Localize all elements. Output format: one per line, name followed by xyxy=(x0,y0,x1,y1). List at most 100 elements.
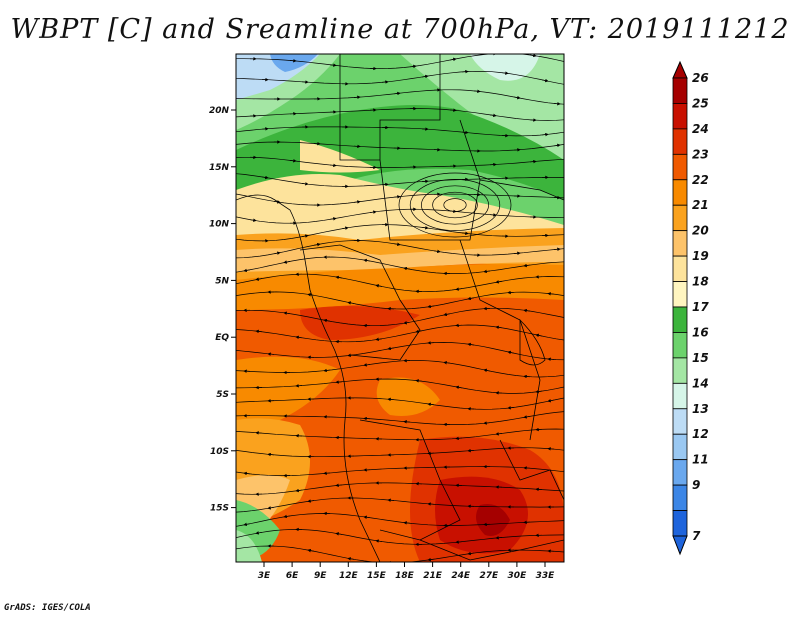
streamline xyxy=(236,173,564,187)
streamline-arrow xyxy=(421,74,429,79)
lon-tick-label: 6E xyxy=(286,571,299,581)
streamline-arrow xyxy=(501,71,509,75)
streamline-arrow xyxy=(523,415,531,419)
streamline-arrow xyxy=(335,275,343,280)
streamline xyxy=(236,513,564,527)
streamline-arrow xyxy=(335,532,343,536)
colorbar-swatch xyxy=(672,153,688,181)
streamline-arrow xyxy=(347,557,355,561)
colorbar-swatch xyxy=(672,433,688,461)
streamline-arrow xyxy=(329,63,337,67)
lon-tick-label: 21E xyxy=(423,571,443,581)
streamline-arrow xyxy=(255,329,263,334)
streamline-arrow xyxy=(329,217,337,221)
streamline-arrow xyxy=(443,312,451,317)
colorbar-label: 18 xyxy=(692,275,709,289)
streamline-arrow xyxy=(243,268,251,273)
colorbar-swatch xyxy=(672,103,688,130)
colorbar-bottom-arrow xyxy=(672,535,688,556)
streamline-arrow xyxy=(375,539,383,543)
streamline-arrow xyxy=(363,515,371,519)
colorbar-label: 26 xyxy=(692,71,709,85)
lon-tick-label: 18E xyxy=(395,571,415,581)
streamline-arrow xyxy=(255,277,263,281)
streamline xyxy=(236,273,564,292)
longitude-axis: 3E 6E 9E 12E 15E 18E 21E 24E 27E 30E 33E xyxy=(258,562,555,581)
vortex-streamline xyxy=(409,179,501,231)
streamline-arrow xyxy=(455,540,463,544)
colorbar-swatch xyxy=(672,459,688,486)
streamline-arrow xyxy=(255,531,263,535)
streamline-arrow xyxy=(313,242,321,247)
streamline-arrow xyxy=(375,337,383,342)
lon-tick-label: 33E xyxy=(536,571,556,581)
streamline-arrow xyxy=(443,360,451,365)
colorbar-label: 14 xyxy=(692,376,709,390)
streamline xyxy=(236,224,564,242)
streamline-arrow xyxy=(529,54,537,58)
lat-tick-label: 20N xyxy=(209,106,230,116)
colorbar-swatch xyxy=(672,77,688,104)
streamline-arrow xyxy=(495,280,503,284)
streamline-arrow xyxy=(461,231,469,236)
streamline-arrow xyxy=(289,159,297,163)
lon-tick-label: 27E xyxy=(479,571,499,581)
streamline-arrow xyxy=(301,182,309,186)
lon-tick-label: 3E xyxy=(258,571,271,581)
colorbar-label: 9 xyxy=(692,478,700,492)
streamline-arrow xyxy=(375,284,383,288)
streamline-arrow xyxy=(403,521,411,525)
streamline-arrow xyxy=(415,379,423,383)
colorbar-swatch xyxy=(672,408,688,435)
streamline-arrow xyxy=(495,325,503,330)
map-frame xyxy=(235,53,565,563)
streamline-arrow xyxy=(387,346,395,351)
colorbar-label: 15 xyxy=(692,351,709,365)
streamline-arrow xyxy=(335,380,343,384)
colorbar-swatch xyxy=(672,382,688,410)
streamline-arrow xyxy=(467,296,475,301)
streamline-arrow xyxy=(483,269,491,274)
colorbar-top-arrow xyxy=(672,60,688,79)
colorbar-label: 24 xyxy=(692,122,709,136)
streamline-arrow xyxy=(449,57,457,62)
streamline-arrow xyxy=(483,368,491,373)
streamline-arrow xyxy=(473,89,481,93)
streamline xyxy=(236,529,564,545)
streamline-arrow xyxy=(301,234,309,238)
streamline xyxy=(236,378,564,394)
streamline-arrow xyxy=(323,318,331,323)
streamline-arrow xyxy=(243,471,251,476)
streamline xyxy=(236,360,564,378)
map-title: WBPT [C] and Sreamline at 700hPa, VT: 20… xyxy=(10,14,790,45)
streamline-arrow xyxy=(353,200,361,204)
lon-tick-label: 15E xyxy=(367,571,387,581)
colorbar-swatch xyxy=(672,484,688,511)
streamline-arrow xyxy=(489,113,497,118)
streamline-arrow xyxy=(507,350,515,355)
streamline-arrow xyxy=(523,308,531,313)
streamline-arrow xyxy=(507,406,515,410)
streamline-arrow xyxy=(403,321,411,325)
lat-tick-label: 15S xyxy=(210,504,229,514)
colorbar-swatch xyxy=(672,230,688,257)
lon-tick-label: 24E xyxy=(451,571,471,581)
colorbar-label: 12 xyxy=(692,427,709,441)
streamline-arrow xyxy=(455,385,463,390)
vortex-streamline xyxy=(443,198,467,212)
streamline-arrow xyxy=(513,95,521,100)
colorbar-swatch xyxy=(672,255,688,282)
lat-tick-label: 15N xyxy=(209,163,230,173)
colorbar-swatch xyxy=(672,306,688,333)
streamline-arrow xyxy=(307,499,315,503)
streamline xyxy=(236,428,564,441)
streamline-arrow xyxy=(363,258,371,263)
vortex-streamline xyxy=(398,172,512,238)
streamline-arrow xyxy=(403,266,411,271)
streamline-arrow xyxy=(427,557,435,562)
colorbar-swatch xyxy=(672,204,688,232)
streamline-arrow xyxy=(283,514,291,519)
colorbar-swatch xyxy=(672,128,688,155)
colorbar-swatch xyxy=(672,281,688,308)
vortex-streamline xyxy=(432,191,478,219)
